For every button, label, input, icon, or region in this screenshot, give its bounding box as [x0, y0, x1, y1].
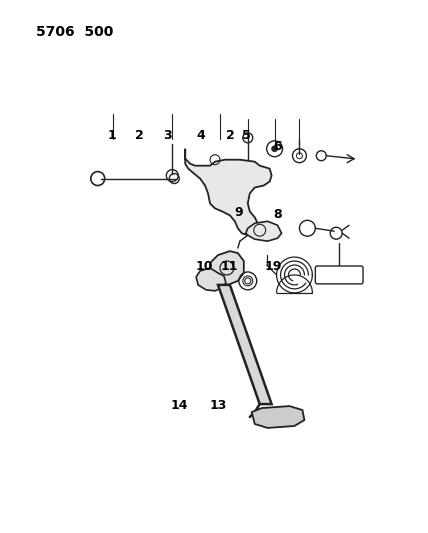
- Text: 2: 2: [226, 129, 235, 142]
- Text: 10: 10: [196, 260, 214, 273]
- Polygon shape: [246, 221, 282, 241]
- Text: 13: 13: [210, 399, 227, 412]
- Text: 14: 14: [170, 399, 188, 412]
- Polygon shape: [252, 406, 304, 428]
- Text: 11: 11: [220, 260, 238, 273]
- Text: 8: 8: [273, 208, 282, 222]
- Text: 19: 19: [265, 260, 282, 273]
- Text: 9: 9: [235, 206, 243, 219]
- Text: 1: 1: [107, 129, 116, 142]
- Polygon shape: [196, 268, 226, 291]
- FancyBboxPatch shape: [315, 266, 363, 284]
- Polygon shape: [210, 251, 244, 285]
- Text: 4: 4: [196, 129, 205, 142]
- Polygon shape: [185, 149, 272, 235]
- Text: 6: 6: [273, 140, 282, 152]
- Text: 5706  500: 5706 500: [36, 25, 113, 38]
- Polygon shape: [218, 285, 272, 404]
- Text: 3: 3: [163, 129, 172, 142]
- Circle shape: [272, 146, 278, 152]
- Text: 2: 2: [135, 129, 144, 142]
- Text: 5: 5: [241, 129, 250, 142]
